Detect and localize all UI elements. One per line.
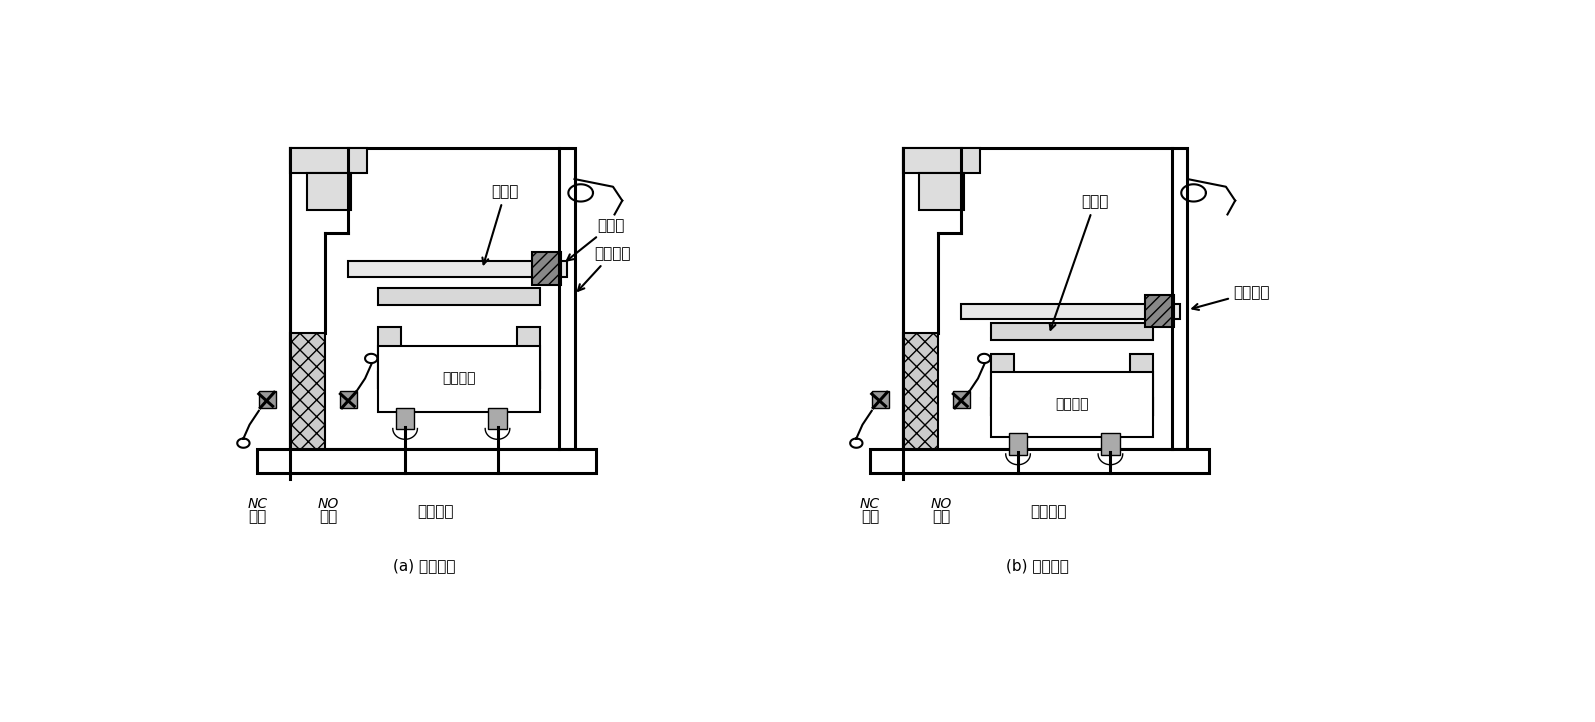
Text: NC: NC <box>247 497 268 511</box>
Bar <box>990 399 1153 415</box>
Bar <box>990 372 1153 437</box>
Bar <box>1008 433 1027 455</box>
Text: NO: NO <box>930 497 952 511</box>
Bar <box>903 333 938 448</box>
Text: NC: NC <box>860 497 880 511</box>
Bar <box>396 408 415 430</box>
Bar <box>290 333 325 448</box>
Bar <box>533 252 561 284</box>
Bar <box>257 448 597 473</box>
Bar <box>872 391 888 408</box>
Text: 常闭: 常闭 <box>861 510 879 525</box>
Text: NO: NO <box>317 497 338 511</box>
Bar <box>258 391 276 408</box>
Bar <box>290 148 367 173</box>
Bar <box>306 173 351 210</box>
Bar <box>990 354 1014 415</box>
Bar <box>340 391 357 408</box>
Bar <box>348 261 566 277</box>
Bar <box>378 288 539 305</box>
Bar <box>1129 354 1153 415</box>
Text: 公共触点: 公共触点 <box>1193 284 1270 310</box>
Bar <box>1101 433 1120 455</box>
Text: 公共触点: 公共触点 <box>577 246 630 291</box>
Text: 电磁线圈: 电磁线圈 <box>442 372 475 386</box>
Text: 常闭: 常闭 <box>249 510 266 525</box>
Text: 电磁线圈: 电磁线圈 <box>1056 397 1089 411</box>
Bar <box>871 448 1209 473</box>
Bar <box>903 148 1187 448</box>
Text: 动触点: 动触点 <box>482 185 518 264</box>
Bar <box>378 346 539 412</box>
Text: (a) 线圈断电: (a) 线圈断电 <box>392 558 456 573</box>
Text: 绝缘块: 绝缘块 <box>566 218 625 261</box>
Text: 线圈出线: 线圈出线 <box>1030 504 1067 519</box>
Bar <box>517 327 539 388</box>
Bar <box>954 391 970 408</box>
Text: 常开: 常开 <box>319 510 337 525</box>
Bar <box>919 173 963 210</box>
Text: 常开: 常开 <box>931 510 951 525</box>
Bar <box>990 323 1153 340</box>
Bar <box>488 408 507 430</box>
Bar <box>962 304 1180 319</box>
Text: 线圈出线: 线圈出线 <box>418 504 455 519</box>
Text: 电磁铁: 电磁铁 <box>1050 195 1109 330</box>
Bar <box>1145 295 1174 327</box>
Bar <box>378 372 539 388</box>
Bar <box>903 148 979 173</box>
Bar <box>290 148 574 448</box>
Bar <box>378 327 402 388</box>
Text: (b) 线圈通电: (b) 线圈通电 <box>1006 558 1069 573</box>
